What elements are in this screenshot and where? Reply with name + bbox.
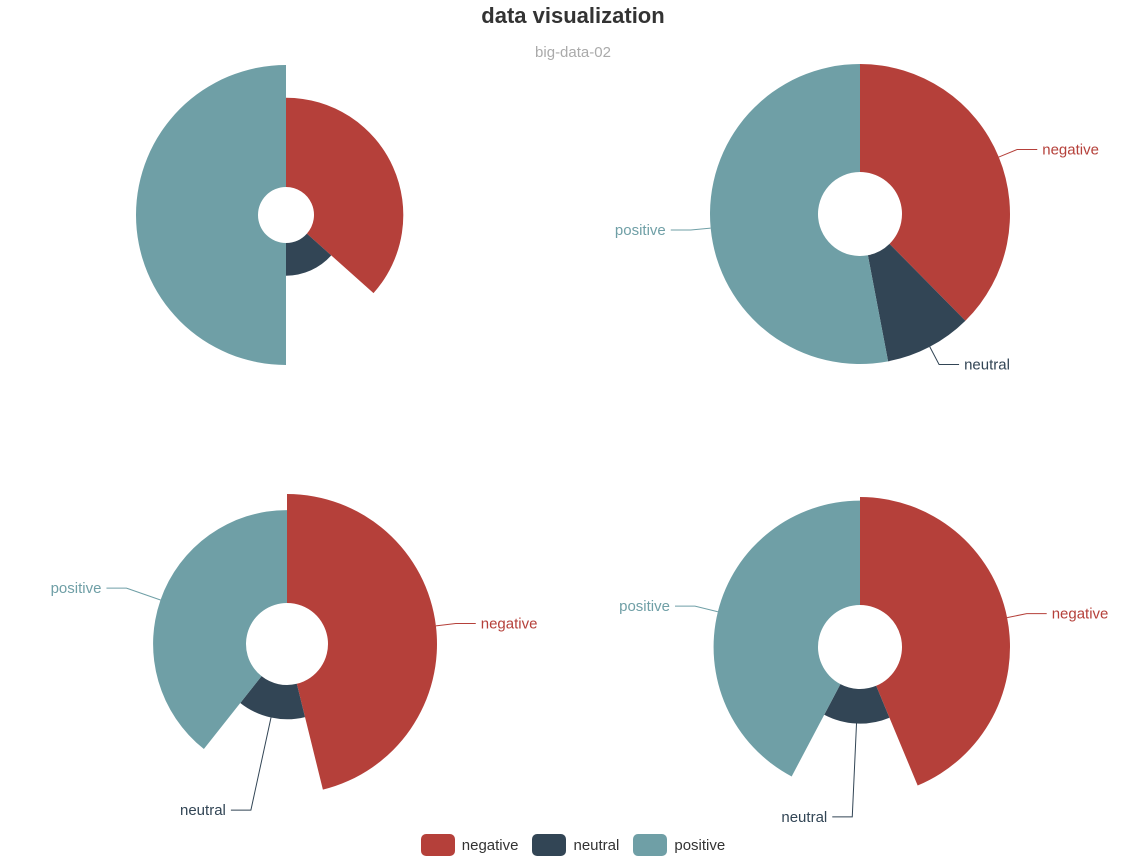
legend-swatch-positive (633, 834, 668, 856)
charts-canvas: negative neutral positive negative neutral po… (51, 64, 1108, 826)
legend-label-neutral: neutral (573, 836, 620, 854)
slice-label-neutral: neutral (781, 809, 827, 826)
slice-neutral[interactable] (286, 233, 332, 276)
slice-label-positive: positive (619, 598, 670, 615)
legend: negative neutral positive (0, 834, 1146, 856)
slice-neutral[interactable] (240, 676, 306, 720)
legend-swatch-neutral (532, 834, 567, 856)
slice-positive[interactable] (713, 500, 860, 777)
slice-positive[interactable] (136, 65, 286, 365)
legend-item-positive[interactable]: positive (633, 834, 725, 856)
pie-chart-bottom-left: negative neutral positive (51, 494, 538, 819)
label-line-negative (1006, 613, 1047, 619)
page-subtitle: big-data-02 (535, 44, 611, 61)
label-line-neutral (832, 723, 858, 818)
slice-neutral[interactable] (824, 684, 890, 724)
slice-label-negative: negative (1042, 141, 1099, 158)
slice-label-negative: negative (1052, 606, 1109, 623)
slice-positive[interactable] (153, 510, 287, 749)
label-line-neutral (929, 346, 960, 365)
slice-negative[interactable] (860, 64, 1011, 321)
slice-negative[interactable] (860, 497, 1011, 786)
slice-positive[interactable] (710, 64, 889, 364)
slice-label-positive: positive (51, 580, 102, 597)
legend-label-negative: negative (461, 836, 519, 854)
label-line-negative (998, 148, 1038, 158)
slice-label-negative: negative (481, 616, 538, 633)
slice-label-neutral: neutral (964, 356, 1010, 373)
legend-item-negative[interactable]: negative (420, 834, 519, 856)
slice-label-positive: positive (615, 222, 666, 239)
pie-chart-top-right: negative neutral positive (615, 64, 1099, 373)
label-line-positive (674, 605, 718, 613)
pie-chart-bottom-right: negative neutral positive (619, 497, 1108, 826)
slice-neutral[interactable] (867, 243, 966, 362)
legend-label-positive: positive (674, 836, 726, 854)
slice-negative[interactable] (287, 494, 438, 790)
label-line-negative (435, 623, 476, 627)
pie-chart-top-left (136, 65, 404, 365)
label-line-positive (670, 227, 711, 231)
label-line-positive (106, 587, 161, 601)
page-title: data visualization (481, 3, 665, 28)
legend-swatch-negative (420, 834, 455, 856)
slice-label-neutral: neutral (180, 802, 226, 819)
slice-negative[interactable] (286, 97, 404, 294)
legend-item-neutral[interactable]: neutral (532, 834, 619, 856)
label-line-neutral (230, 717, 272, 811)
